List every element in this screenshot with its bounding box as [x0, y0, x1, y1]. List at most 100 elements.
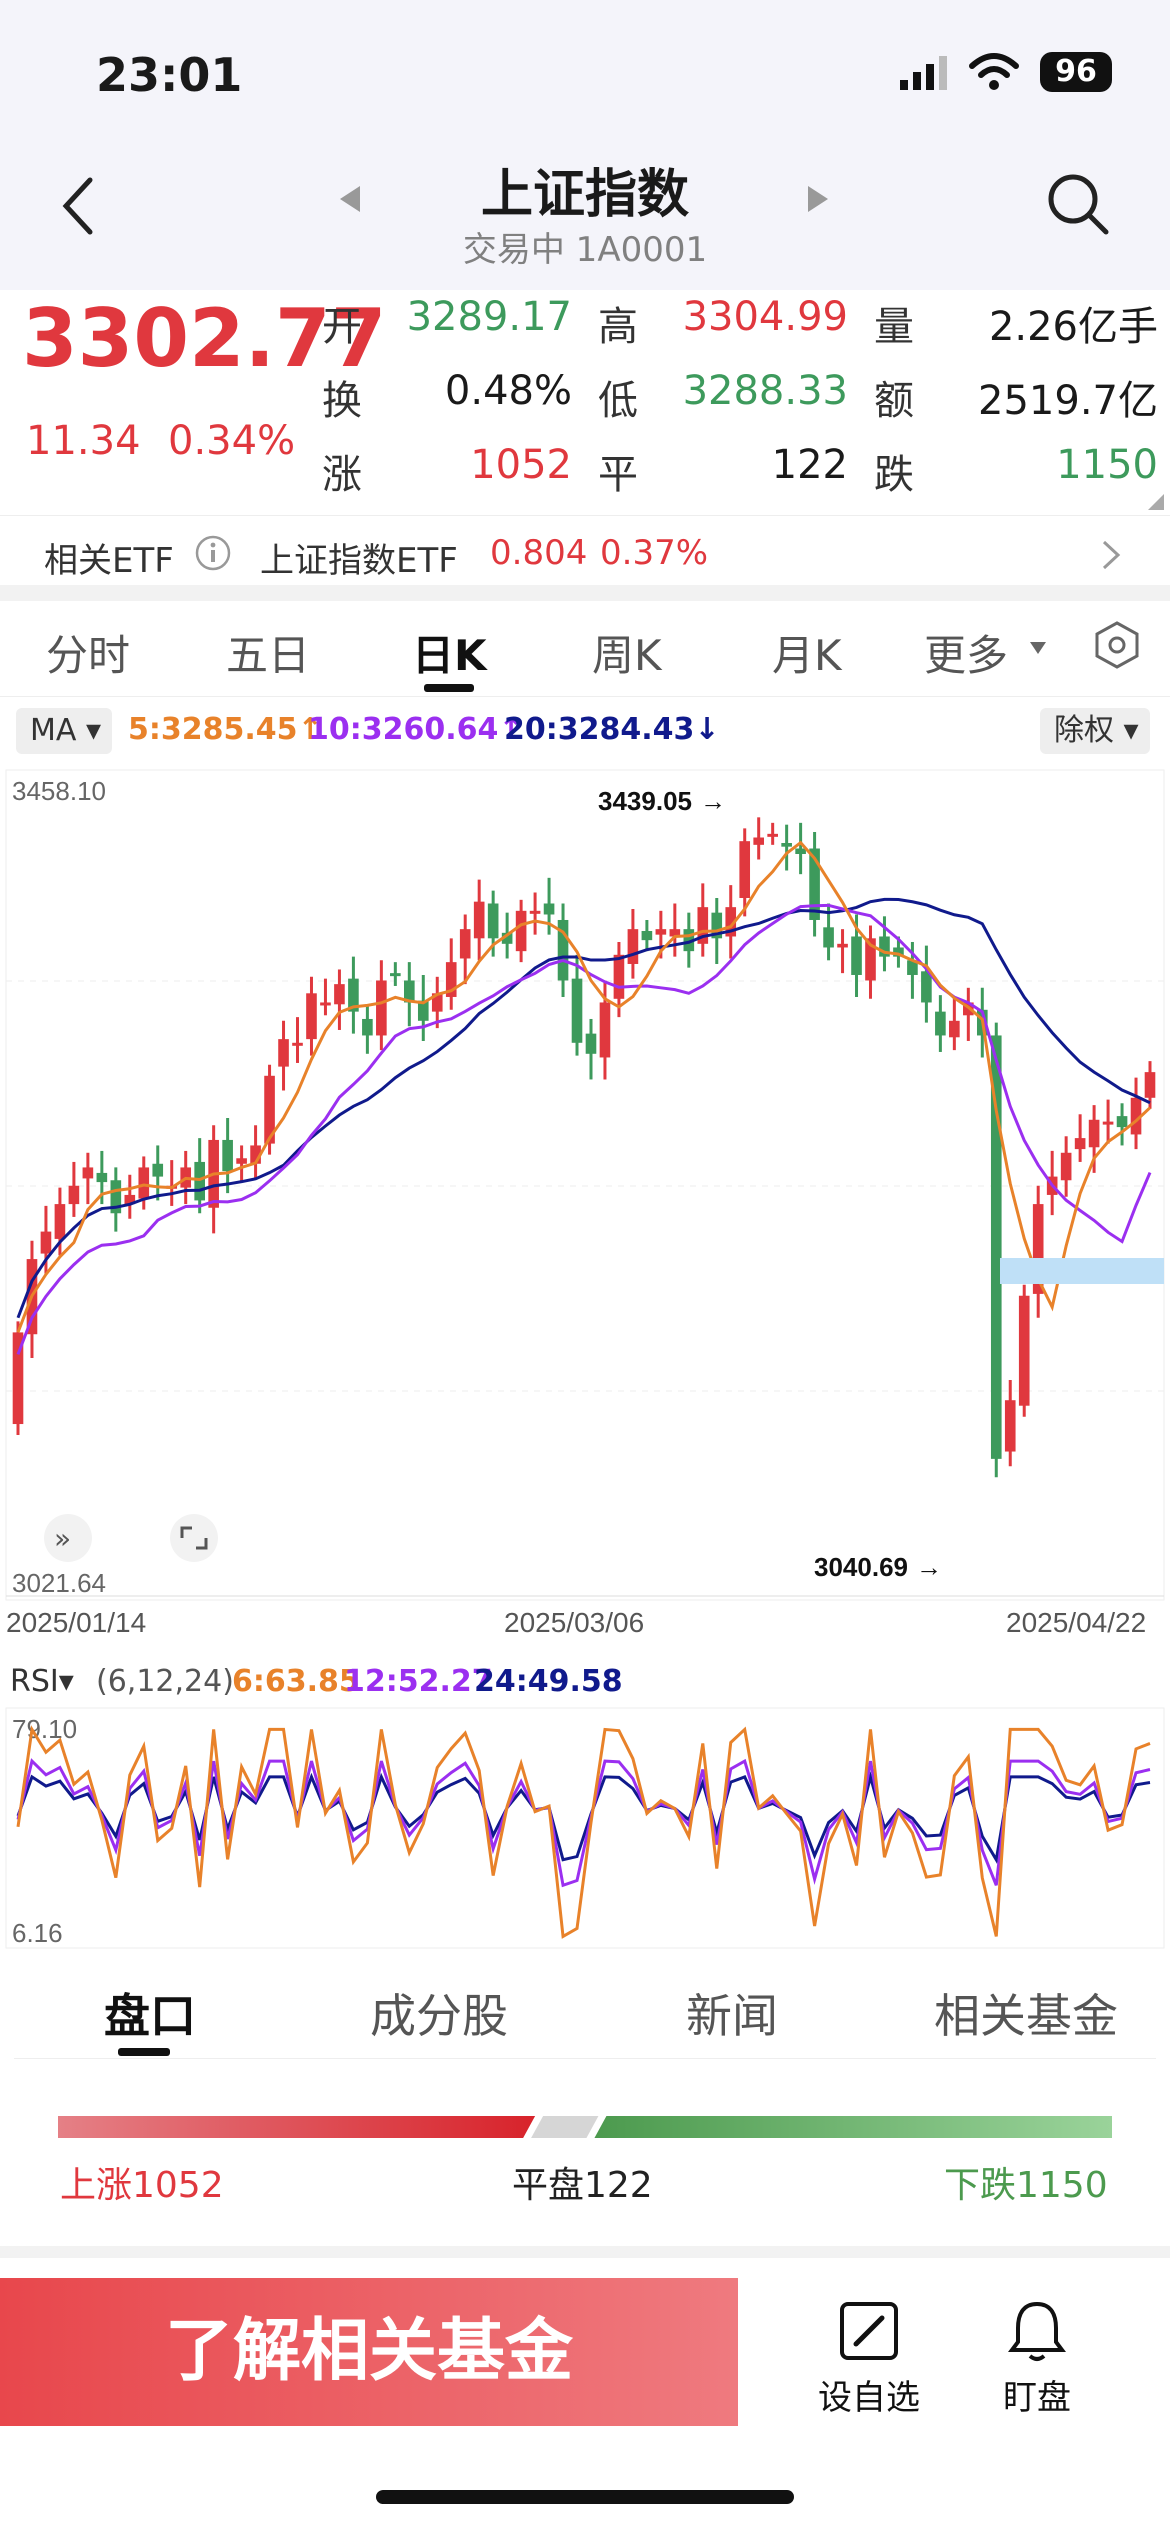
- candle-body: [152, 1163, 164, 1177]
- down-value: 1150: [1056, 442, 1158, 488]
- candle-body: [96, 1172, 108, 1183]
- candle-body: [837, 943, 848, 948]
- section-divider: [0, 2246, 1170, 2258]
- prev-index-icon[interactable]: [338, 184, 362, 214]
- candle-body: [376, 980, 387, 1036]
- double-chevron-icon: »: [54, 1522, 71, 1555]
- breadth-down-segment: [594, 2116, 1112, 2138]
- open-value: 3289.17: [406, 294, 572, 340]
- candle-body: [138, 1167, 150, 1199]
- ma20-line: [16, 897, 1151, 1319]
- candle-body: [222, 1139, 233, 1172]
- date-end: 2025/04/22: [1006, 1607, 1146, 1636]
- candle-body: [753, 837, 765, 845]
- tab-weekly-k[interactable]: 周K: [592, 631, 662, 680]
- candle-body: [823, 927, 834, 948]
- candle-body: [334, 984, 345, 1005]
- candle-body: [417, 1000, 429, 1021]
- candle-body: [110, 1180, 122, 1214]
- min-arrow: →: [916, 1552, 942, 1582]
- candle-body: [683, 929, 695, 952]
- up-label: 涨: [322, 452, 362, 498]
- add-watchlist-button[interactable]: 设自选: [818, 2378, 920, 2418]
- tab-daily-k[interactable]: 日K: [412, 631, 487, 680]
- ma-selector[interactable]: MA ▾: [16, 708, 112, 754]
- divider: [14, 2058, 1156, 2059]
- fullscreen-icon: [180, 1526, 208, 1550]
- tab-intraday[interactable]: 分时: [46, 631, 131, 680]
- low-label: 低: [598, 378, 638, 424]
- tab-monthly-k[interactable]: 月K: [772, 631, 842, 680]
- breadth-down-label: 下跌1150: [944, 2165, 1108, 2206]
- candle-body: [515, 910, 527, 952]
- candle-body: [194, 1161, 205, 1201]
- candle-body: [82, 1167, 94, 1179]
- search-icon[interactable]: [1046, 172, 1110, 236]
- breadth-up-segment: [58, 2116, 536, 2138]
- next-index-icon[interactable]: [806, 184, 830, 214]
- etf-label: 相关ETF: [44, 541, 174, 581]
- tab-more[interactable]: 更多: [924, 631, 1009, 680]
- kline-chart[interactable]: 3458.10 3021.64 3439.05 → 3040.69 → » 20…: [0, 766, 1170, 1636]
- candle-body: [655, 929, 667, 935]
- tab-related-funds[interactable]: 相关基金: [934, 1989, 1118, 2043]
- max-arrow: →: [700, 786, 726, 816]
- candle-body: [557, 919, 569, 981]
- candle-body: [1130, 1097, 1142, 1135]
- candle-body: [292, 1042, 303, 1046]
- candle-body: [879, 936, 890, 957]
- date-start: 2025/01/14: [6, 1607, 146, 1636]
- tab-handicap[interactable]: 盘口: [104, 1989, 196, 2043]
- ma5-label: 5:3285.45: [128, 712, 298, 747]
- tab-five-day[interactable]: 五日: [226, 631, 311, 680]
- settings-hexagon-icon[interactable]: [1092, 620, 1142, 670]
- candle-body: [921, 971, 932, 1003]
- chevron-right-icon[interactable]: [1100, 538, 1124, 572]
- candle-body: [949, 1020, 960, 1038]
- candle-body: [487, 903, 499, 939]
- flat-label: 平: [598, 452, 638, 498]
- bottom-tab-indicator: [118, 2048, 170, 2056]
- candle-body: [893, 947, 904, 957]
- rsi-selector[interactable]: RSI▾: [10, 1664, 74, 1699]
- learn-funds-button[interactable]: 了解相关基金: [0, 2278, 738, 2426]
- header: [0, 150, 1170, 290]
- bell-icon[interactable]: [1006, 2298, 1068, 2364]
- breadth-flat-label: 平盘122: [512, 2165, 653, 2206]
- ma5-line: [16, 840, 1152, 1333]
- fullscreen-button[interactable]: [170, 1514, 218, 1562]
- candle-body: [1116, 1116, 1128, 1128]
- candle-body: [348, 978, 359, 1012]
- turnover-value: 0.48%: [444, 368, 572, 414]
- active-tab-indicator: [424, 684, 474, 692]
- candle-body: [264, 1075, 275, 1144]
- rsi-chart[interactable]: 79.10 6.16: [0, 1706, 1170, 1954]
- adjust-selector[interactable]: 除权 ▾: [1040, 708, 1150, 754]
- tab-constituents[interactable]: 成分股: [370, 1989, 508, 2043]
- candle-body: [362, 1018, 373, 1036]
- min-marker: 3040.69: [814, 1552, 908, 1582]
- edit-square-icon[interactable]: [838, 2300, 900, 2362]
- expand-history-button[interactable]: [44, 1514, 92, 1562]
- candle-body: [907, 960, 918, 975]
- etf-row[interactable]: [0, 515, 1170, 585]
- corner-expand-icon[interactable]: [1148, 494, 1164, 510]
- turnover-label: 换: [322, 378, 362, 424]
- etf-name[interactable]: 上证指数ETF: [260, 541, 458, 581]
- monitor-button[interactable]: 盯盘: [1003, 2378, 1071, 2418]
- candle-body: [613, 954, 625, 999]
- price-change-pct: 0.34%: [168, 418, 296, 464]
- etf-price: 0.804: [490, 533, 588, 573]
- rsi-selector-label: RSI: [10, 1664, 59, 1699]
- candle-body: [431, 993, 443, 1012]
- caret-down-icon[interactable]: [1028, 640, 1048, 656]
- tab-news[interactable]: 新闻: [686, 1989, 778, 2043]
- signal-icon: [900, 56, 947, 90]
- candle-body: [68, 1185, 80, 1205]
- info-icon[interactable]: [194, 534, 232, 572]
- battery-indicator: 96: [1040, 52, 1112, 92]
- back-icon[interactable]: [58, 176, 98, 236]
- candle-body: [306, 993, 317, 1040]
- candle-body: [781, 843, 792, 847]
- rsi6-line: [16, 1725, 1151, 1939]
